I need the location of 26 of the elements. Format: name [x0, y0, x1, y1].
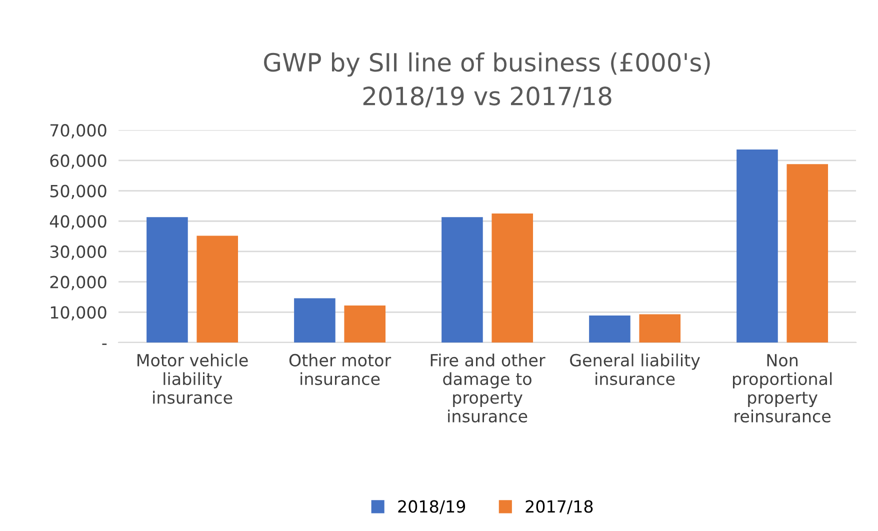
- x-tick-label: Non proportional property reinsurance: [732, 354, 832, 422]
- y-tick-label: -: [102, 344, 107, 345]
- x-tick-label: Fire and other damage to property insurance: [430, 354, 546, 422]
- bar: [294, 298, 336, 342]
- y-tick-label: 30,000: [50, 245, 106, 260]
- chart-title: GWP by SII line of business (£000's) 2018/19 vs 2017/18: [264, 52, 710, 108]
- x-tick-label: General liability insurance: [570, 354, 700, 386]
- legend-label: 2018/19: [398, 500, 466, 514]
- x-tick-label: Motor vehicle liability insurance: [138, 354, 248, 404]
- bar: [639, 314, 681, 342]
- y-tick-label: 50,000: [50, 184, 106, 200]
- y-tick-label: 60,000: [50, 154, 106, 169]
- bar: [196, 236, 238, 342]
- bar: [492, 214, 534, 342]
- bar: [146, 217, 188, 342]
- x-tick-label: Other motor insurance: [289, 354, 392, 386]
- bar: [344, 305, 386, 342]
- y-tick-label: 70,000: [50, 124, 106, 138]
- bar: [589, 315, 630, 342]
- y-tick-label: 10,000: [50, 306, 106, 320]
- bar: [736, 150, 778, 342]
- bar: [786, 164, 828, 342]
- y-tick-label: 40,000: [50, 215, 106, 230]
- y-tick-label: 20,000: [50, 276, 106, 290]
- legend-label: 2017/18: [526, 500, 593, 514]
- bar: [442, 217, 483, 342]
